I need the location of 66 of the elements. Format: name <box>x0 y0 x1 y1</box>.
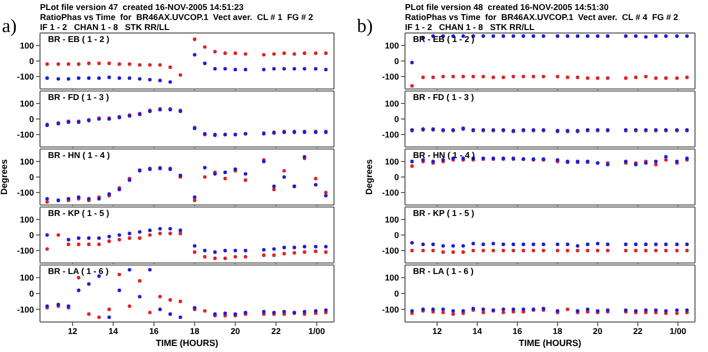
y-tick-label: 0 <box>394 56 400 66</box>
x-tick-label: 1/00 <box>308 326 326 336</box>
chart-subtitle: RatioPhas vs Time for BR46AX.UVCOP.1 Vect aver. CL # 4 FG # 2 <box>405 12 678 22</box>
y-tick-label: 0 <box>394 114 400 124</box>
x-tick-label: 12 <box>68 326 78 336</box>
y-tick-label: -100 <box>16 130 34 140</box>
y-tick-label: -100 <box>382 130 400 140</box>
y-tick-label: 0 <box>29 288 34 299</box>
y-tick-label: 100 <box>384 98 400 108</box>
x-tick-label: 18 <box>552 326 563 336</box>
y-tick-label: 100 <box>20 214 34 224</box>
x-axis-title: TIME (HOURS) <box>518 338 582 348</box>
y-tick-label: -100 <box>382 72 400 82</box>
y-tick-label: -100 <box>382 188 400 198</box>
y-tick-label: 0 <box>29 114 34 124</box>
y-tick-label: 0 <box>394 230 400 240</box>
x-tick-label: 20 <box>230 326 240 336</box>
chart-title: PLot file version 48 created 16-NOV-2005 14:51:30 <box>405 2 610 12</box>
y-tick-label: 100 <box>384 272 400 283</box>
x-tick-label: 16 <box>512 326 522 336</box>
x-tick-label: 14 <box>108 326 118 336</box>
annotation: BR - FD ( 1 - 3 ) <box>413 92 474 102</box>
y-tick-label: -100 <box>382 246 400 256</box>
annotation: BR - FD ( 1 - 3 ) <box>48 92 109 102</box>
x-tick-label: 16 <box>149 326 159 336</box>
chart-subtitle: RatioPhas vs Time for BR46AX.UVCOP.1 Vect aver. CL # 1 FG # 2 <box>40 12 314 22</box>
annotation: BR - EB ( 1 - 2 ) <box>413 34 474 44</box>
text: IF 1 - 2 CHAN 1 - 8 STK RR/LL <box>405 22 536 32</box>
text: a) <box>2 16 17 38</box>
y-tick-label: -100 <box>16 72 34 82</box>
y-tick-label: -100 <box>16 304 34 314</box>
y-tick-label: -100 <box>16 246 34 256</box>
annotation: BR - HN ( 1 - 4 ) <box>413 150 475 160</box>
y-tick-label: -100 <box>382 304 400 314</box>
y-tick-label: 0 <box>29 56 34 66</box>
annotation: BR - KP ( 1 - 5 ) <box>48 208 110 218</box>
y-tick-label: 100 <box>384 214 400 224</box>
x-tick-label: 14 <box>472 326 482 336</box>
annotation: BR - HN ( 1 - 4 ) <box>48 150 110 160</box>
annotation: BR - EB ( 1 - 2 ) <box>48 34 110 44</box>
x-tick-label: 22 <box>271 326 282 336</box>
x-tick-label: 20 <box>592 326 603 336</box>
y-tick-label: 0 <box>29 172 34 182</box>
chart-title: PLot file version 47 created 16-NOV-2005 14:51:23 <box>40 2 245 12</box>
y-tick-label: 100 <box>384 156 400 166</box>
annotation: BR - LA ( 1 - 6 ) <box>413 266 474 276</box>
y-tick-label: 100 <box>20 40 34 50</box>
text: b) <box>357 16 373 38</box>
x-axis-title: TIME (HOURS) <box>156 338 218 348</box>
x-tick-label: 1/00 <box>670 326 686 336</box>
y-axis-title: Degrees <box>364 159 374 195</box>
y-tick-label: 0 <box>394 288 400 299</box>
text: IF 1 - 2 CHAN 1 - 8 STK RR/LL <box>40 22 170 32</box>
y-tick-label: 100 <box>20 156 34 166</box>
y-tick-label: 100 <box>20 98 34 108</box>
y-tick-label: -100 <box>16 188 34 198</box>
annotation: BR - LA ( 1 - 6 ) <box>48 266 109 276</box>
y-tick-label: 100 <box>20 272 34 283</box>
x-tick-label: 22 <box>633 326 643 336</box>
annotation: BR - KP ( 1 - 5 ) <box>413 208 474 218</box>
y-tick-label: 0 <box>29 230 34 240</box>
x-tick-label: 18 <box>190 326 200 336</box>
y-axis-title: Degrees <box>0 159 10 195</box>
y-tick-label: 0 <box>394 172 400 182</box>
y-tick-label: 100 <box>384 40 400 50</box>
x-tick-label: 12 <box>432 326 442 336</box>
